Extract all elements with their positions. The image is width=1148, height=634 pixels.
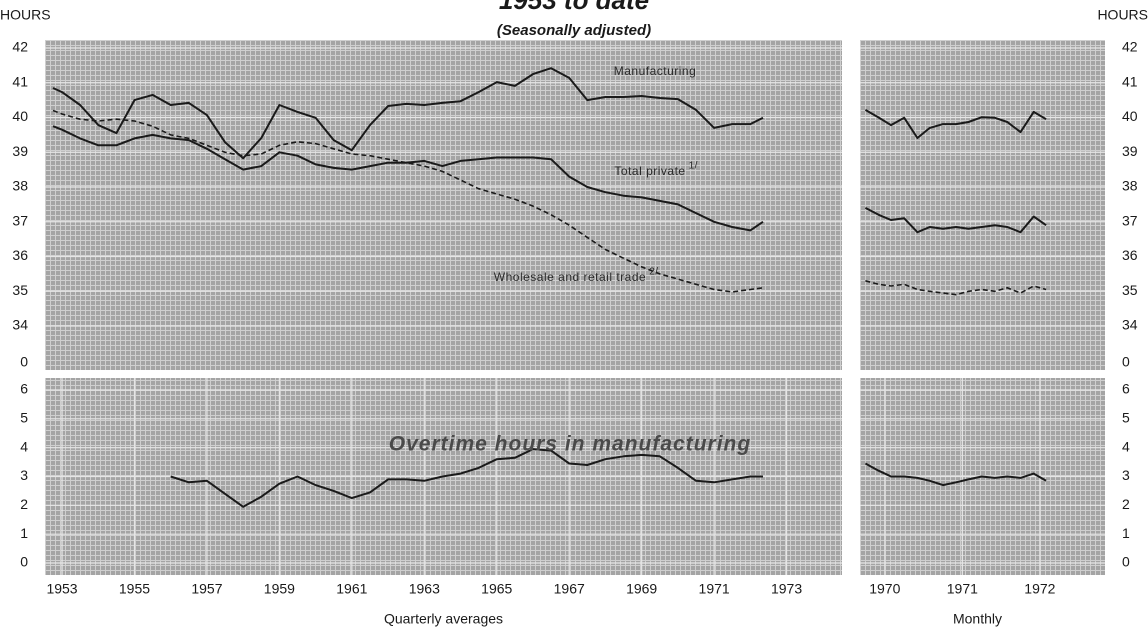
x-tick-label: 1969 bbox=[626, 581, 657, 597]
y-tick-label: 3 bbox=[1122, 467, 1130, 483]
series-line bbox=[864, 207, 1047, 234]
x-tick-label: 1961 bbox=[336, 581, 367, 597]
y-tick-label: 3 bbox=[20, 467, 28, 483]
y-tick-label: 37 bbox=[12, 212, 28, 228]
y-tick-label: 4 bbox=[20, 438, 28, 454]
y-axis-label: HOURS bbox=[0, 7, 51, 23]
series-label: Manufacturing bbox=[614, 64, 697, 78]
y-tick-label: 39 bbox=[12, 143, 28, 159]
y-tick-label: 38 bbox=[1122, 178, 1138, 194]
y-tick-label: 4 bbox=[1122, 438, 1130, 454]
y-tick-label: 37 bbox=[1122, 212, 1138, 228]
y-tick-label: 41 bbox=[1122, 73, 1138, 89]
y-tick-label: 0 bbox=[20, 554, 28, 570]
x-tick-label: 1970 bbox=[869, 581, 900, 597]
y-tick-label: 36 bbox=[12, 247, 28, 263]
y-tick-label: 40 bbox=[12, 108, 28, 124]
series-line bbox=[52, 67, 764, 160]
annotation: Overtime hours in manufacturing bbox=[389, 433, 751, 456]
y-tick-label: 5 bbox=[1122, 410, 1130, 426]
y-tick-label: 5 bbox=[20, 410, 28, 426]
x-tick-label: 1967 bbox=[554, 581, 585, 597]
x-tick-label: 1959 bbox=[264, 581, 295, 597]
y-tick-label: 6 bbox=[20, 381, 28, 397]
x-axis-label: Quarterly averages bbox=[384, 611, 503, 627]
series-line bbox=[864, 109, 1047, 139]
x-tick-label: 1953 bbox=[46, 581, 77, 597]
x-tick-label: 1957 bbox=[191, 581, 222, 597]
y-tick-label: 35 bbox=[1122, 282, 1138, 298]
y-break-label: 0 bbox=[1122, 354, 1130, 370]
series-label: Total private bbox=[614, 164, 685, 178]
y-tick-label: 1 bbox=[20, 525, 28, 541]
x-axis-label: Monthly bbox=[953, 611, 1002, 627]
x-tick-label: 1971 bbox=[699, 581, 730, 597]
series-footnote: 1/ bbox=[689, 161, 698, 172]
x-tick-label: 1973 bbox=[771, 581, 802, 597]
y-break-label: 0 bbox=[20, 354, 28, 370]
y-tick-label: 38 bbox=[12, 178, 28, 194]
y-tick-label: 34 bbox=[12, 317, 28, 333]
plot-area bbox=[45, 40, 842, 370]
chart-subtitle: (Seasonally adjusted) bbox=[497, 22, 651, 39]
y-axis-label: HOURS bbox=[1097, 7, 1148, 23]
series-line bbox=[52, 125, 764, 232]
series-line bbox=[864, 462, 1047, 487]
y-tick-label: 39 bbox=[1122, 143, 1138, 159]
y-tick-label: 42 bbox=[1122, 39, 1138, 55]
y-tick-label: 0 bbox=[1122, 554, 1130, 570]
y-tick-label: 2 bbox=[1122, 496, 1130, 512]
x-tick-label: 1955 bbox=[119, 581, 150, 597]
y-tick-label: 42 bbox=[12, 39, 28, 55]
y-tick-label: 35 bbox=[12, 282, 28, 298]
y-tick-label: 36 bbox=[1122, 247, 1138, 263]
y-tick-label: 1 bbox=[1122, 525, 1130, 541]
x-tick-label: 1963 bbox=[409, 581, 440, 597]
series-line bbox=[52, 109, 764, 293]
series-line bbox=[170, 448, 763, 508]
y-tick-label: 34 bbox=[1122, 317, 1138, 333]
y-tick-label: 41 bbox=[12, 73, 28, 89]
y-tick-label: 2 bbox=[20, 496, 28, 512]
chart-title: 1953 to date bbox=[499, 0, 649, 15]
series-line bbox=[865, 280, 1047, 296]
x-tick-label: 1971 bbox=[947, 581, 978, 597]
x-tick-label: 1965 bbox=[481, 581, 512, 597]
y-tick-label: 40 bbox=[1122, 108, 1138, 124]
series-footnote: 2/ bbox=[649, 267, 658, 278]
plot-area bbox=[860, 40, 1105, 370]
series-label: Wholesale and retail trade bbox=[494, 270, 646, 284]
y-tick-label: 6 bbox=[1122, 381, 1130, 397]
x-tick-label: 1972 bbox=[1024, 581, 1055, 597]
